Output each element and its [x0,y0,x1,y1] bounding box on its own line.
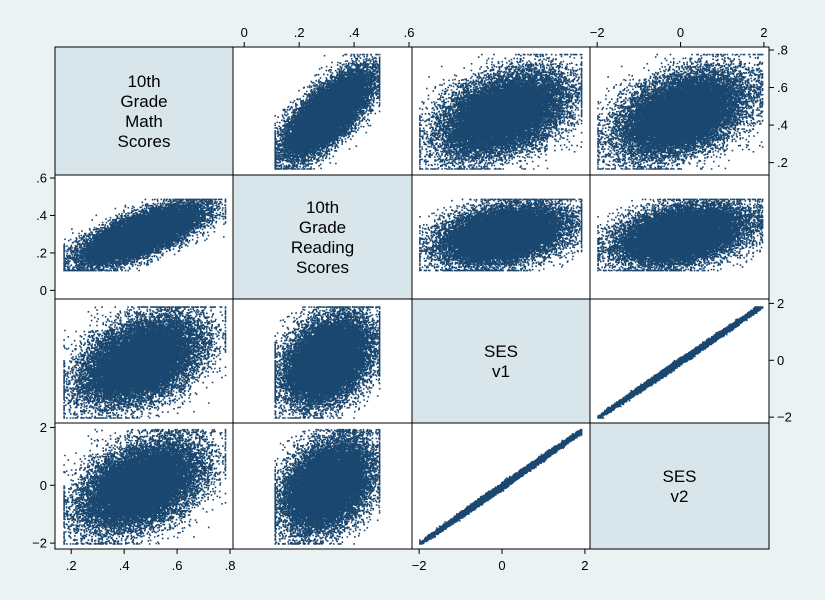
axis-x-top-read: 0 .2 .4 .6 [233,25,415,48]
tick-label: 0 [677,25,684,40]
axis-x-top-ses2: −2 0 2 [590,25,769,48]
scatter-points-ses1-vs-read [274,306,381,419]
panel-read-vs-math [54,174,234,300]
scatter-points-read-vs-math [63,198,227,272]
panel-ses2-vs-ses2: SES v2 [589,422,770,550]
tick-label: .4 [349,25,360,40]
variable-label-line: Grade [299,218,346,237]
panel-ses2-vs-read [232,422,413,550]
panel-read-vs-ses2 [589,174,770,300]
scatter-points-ses2-vs-read [274,428,381,545]
variable-label-line: v2 [671,487,689,506]
variable-label-math: 10th Grade Math Scores [118,72,171,151]
panel-ses1-vs-ses2 [589,298,770,424]
panel-ses2-vs-math [54,422,234,550]
axis-x-bottom-ses1: −2 0 2 [412,548,590,573]
panel-math-vs-read [232,46,413,176]
axis-y-right-ses1: −2 0 2 [768,296,792,425]
tick-label: .6 [777,80,788,95]
tick-label: .8 [225,558,236,573]
variable-label-line: Grade [120,92,167,111]
axis-y-right-math: .2 .4 .6 .8 [768,43,788,175]
tick-label: 0 [777,353,784,368]
tick-label: 0 [40,478,47,493]
panel-ses1-vs-read [232,298,413,424]
tick-label: −2 [777,410,792,425]
scatter-points-math-vs-read [274,53,381,170]
panel-math-vs-ses2 [589,46,770,176]
variable-label-line: Scores [296,258,349,277]
panel-math-vs-ses1 [411,46,591,176]
tick-label: .2 [66,558,77,573]
panel-read-vs-ses1 [411,174,591,300]
tick-label: 2 [760,25,767,40]
tick-label: 2 [777,296,784,311]
tick-label: .6 [172,558,183,573]
tick-label: 2 [40,420,47,435]
matrix-axes: 0 .2 .4 .6 −2 0 2 .2 .4 .6 .8 −2 0 2 .2 .4 .6 .8 −2 0 2 0 .2 .4… [32,25,792,573]
axis-x-bottom-math: .2 .4 .6 .8 [55,548,236,573]
tick-label: .2 [777,155,788,170]
tick-label: .4 [36,208,47,223]
scatter-points-math-vs-ses2 [597,53,764,170]
scatter-points-ses1-vs-ses2 [597,306,764,419]
variable-label-line: SES [484,342,518,361]
panel-ses1-vs-ses1: SES v1 [411,298,591,424]
diagonal-panel [589,422,770,550]
axis-y-left-ses2: −2 0 2 [32,420,56,551]
scatter-points-ses1-vs-math [63,306,227,419]
scatter-points-read-vs-ses2 [597,198,764,272]
tick-label: −2 [32,536,47,551]
variable-label-line: 10th [127,72,160,91]
variable-label-ses1: SES v1 [484,342,518,381]
tick-label: .8 [777,43,788,58]
panel-read-vs-read: 10th Grade Reading Scores [232,174,413,300]
tick-label: 0 [241,25,248,40]
diagonal-panel [411,298,591,424]
scatter-points-read-vs-ses1 [419,198,583,272]
variable-label-ses2: SES v2 [662,467,696,506]
diagonal-panel [232,174,413,300]
tick-label: .2 [294,25,305,40]
tick-label: .2 [36,245,47,260]
scatter-points-ses2-vs-math [63,428,227,545]
panel-math-vs-math: 10th Grade Math Scores [54,46,234,176]
tick-label: −2 [590,25,605,40]
tick-label: 2 [581,558,588,573]
variable-label-line: Math [125,112,163,131]
tick-label: .6 [36,171,47,186]
tick-label: 0 [40,283,47,298]
panel-ses1-vs-math [54,298,234,424]
variable-label-line: SES [662,467,696,486]
variable-label-read: 10th Grade Reading Scores [291,198,354,277]
tick-label: 0 [498,558,505,573]
variable-label-line: v1 [492,362,510,381]
panel-ses2-vs-ses1 [411,422,591,550]
diagonal-panel [54,46,234,176]
variable-label-line: Scores [118,132,171,151]
axis-y-left-read: 0 .2 .4 .6 [36,171,56,299]
scatter-points-ses2-vs-ses1 [419,428,583,545]
variable-label-line: Reading [291,238,354,257]
variable-label-line: 10th [306,198,339,217]
tick-label: .4 [119,558,130,573]
tick-label: .6 [404,25,415,40]
scatter-points-math-vs-ses1 [419,53,583,170]
tick-label: .4 [777,118,788,133]
tick-label: −2 [412,558,427,573]
